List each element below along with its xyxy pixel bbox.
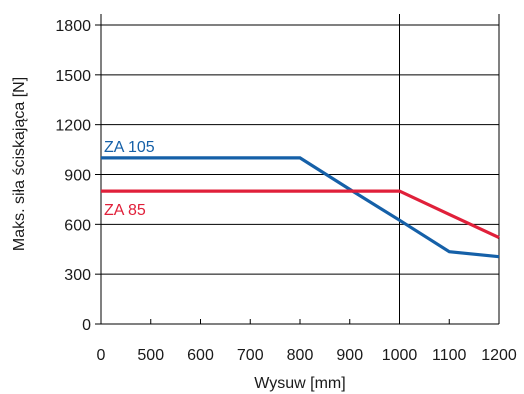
x-tick-label-700: 700 bbox=[237, 347, 264, 364]
series-lines bbox=[101, 156, 500, 259]
y-tick-label-1200: 1200 bbox=[55, 118, 91, 135]
y-tick-label-1800: 1800 bbox=[55, 18, 91, 35]
x-tick-label-900: 900 bbox=[336, 347, 363, 364]
y-tick-labels: 0 300 600 900 1200 1500 1800 bbox=[55, 18, 91, 334]
series-label-za-105: ZA 105 bbox=[104, 139, 155, 156]
x-tick-label-1100: 1100 bbox=[432, 347, 467, 364]
series-line-za-105 bbox=[101, 156, 500, 259]
grid bbox=[101, 14, 500, 324]
y-axis-title: Maks. siła ściskająca [N] bbox=[11, 77, 28, 251]
x-axis-title: Wysuw [mm] bbox=[254, 375, 345, 392]
x-tick-label-1000: 1000 bbox=[382, 347, 418, 364]
series-labels: ZA 105 ZA 85 bbox=[104, 139, 155, 219]
x-tick-labels: 0 500 600 700 800 900 1000 1100 1200 bbox=[97, 347, 517, 364]
y-tick-label-1500: 1500 bbox=[55, 68, 91, 85]
y-tick-label-900: 900 bbox=[64, 168, 91, 185]
series-label-za-85: ZA 85 bbox=[104, 202, 146, 219]
series-line-za-85 bbox=[101, 189, 500, 240]
y-tick-label-300: 300 bbox=[64, 267, 91, 284]
axes bbox=[95, 14, 500, 325]
y-tick-label-0: 0 bbox=[82, 317, 91, 334]
y-tick-label-600: 600 bbox=[64, 217, 91, 234]
x-tick-label-600: 600 bbox=[187, 347, 214, 364]
x-tick-label-1200: 1200 bbox=[481, 347, 517, 364]
x-tick-label-0: 0 bbox=[97, 347, 106, 364]
x-tick-label-500: 500 bbox=[137, 347, 164, 364]
x-tick-label-800: 800 bbox=[287, 347, 314, 364]
